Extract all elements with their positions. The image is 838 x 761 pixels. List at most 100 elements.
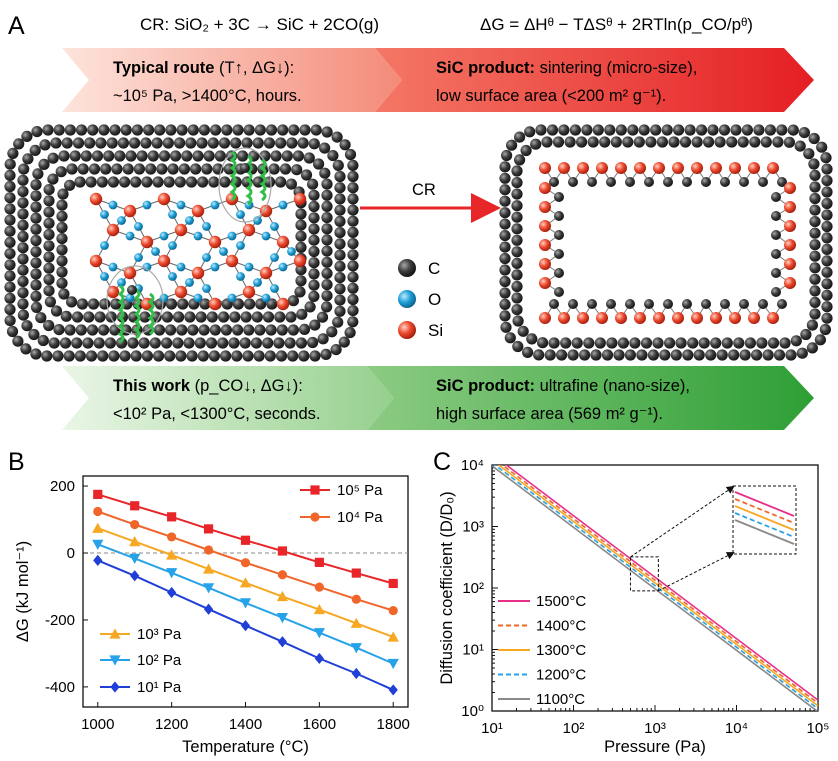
carbon-atom — [809, 169, 821, 181]
carbon-atom — [554, 249, 564, 259]
carbon-atom — [98, 124, 110, 136]
carbon-atom — [84, 137, 96, 149]
y-axis-label: Diffusion coefficient (D/D₀) — [438, 491, 456, 684]
carbon-atom — [174, 137, 186, 149]
carbon-atom — [13, 138, 25, 150]
carbon-atom — [771, 249, 781, 259]
data-point — [277, 636, 288, 648]
carbon-atom — [175, 350, 187, 362]
carbon-atom — [30, 290, 42, 302]
carbon-atom — [183, 337, 195, 349]
oxygen-atom — [108, 200, 118, 210]
carbon-atom — [76, 298, 88, 310]
carbon-atom — [30, 179, 42, 191]
carbon-atom — [587, 177, 597, 187]
carbon-atom — [237, 150, 249, 162]
carbon-atom — [74, 350, 86, 362]
data-point — [388, 578, 398, 589]
carbon-atom — [230, 137, 242, 149]
carbon-atom — [650, 124, 662, 136]
silicon-atom — [784, 182, 796, 194]
carbon-atom — [149, 337, 161, 349]
carbon-atom — [821, 289, 833, 301]
silicon-atom — [615, 162, 627, 174]
carbon-atom — [806, 342, 819, 354]
carbon-atom — [304, 301, 316, 313]
carbon-atom — [321, 256, 333, 268]
carbon-atom — [303, 152, 315, 164]
carbon-atom — [599, 136, 611, 148]
carbon-atom — [252, 137, 264, 149]
oxygen-atom — [270, 222, 279, 231]
y-tick-label: 10⁴ — [461, 457, 484, 474]
carbon-atom — [164, 350, 176, 362]
legend-label: 1400°C — [536, 618, 586, 635]
carbon-atom — [203, 150, 215, 162]
carbon-atom — [733, 337, 745, 349]
carbon-atom — [663, 299, 673, 309]
carbon-atom — [253, 350, 265, 362]
oxygen-atom — [202, 222, 211, 231]
carbon-atom — [821, 312, 833, 324]
carbon-atom — [28, 328, 40, 341]
oxygen-atom — [210, 262, 220, 272]
carbon-atom — [511, 280, 523, 293]
data-point — [203, 603, 214, 615]
silicon-atom — [539, 182, 551, 194]
carbon-atom — [228, 337, 240, 349]
carbon-atom — [122, 163, 134, 175]
carbon-atom — [615, 124, 627, 136]
carbon-atom — [87, 124, 99, 136]
carbon-atom — [143, 124, 155, 136]
carbon-atom — [670, 349, 682, 361]
carbon-atom — [520, 144, 532, 157]
oxygen-atom — [134, 253, 143, 262]
carbon-atom — [308, 279, 320, 291]
carbon-atom — [821, 209, 833, 221]
silicon-atom — [293, 254, 307, 268]
carbon-atom — [232, 324, 244, 336]
carbon-atom — [55, 166, 67, 178]
sic-structure — [499, 124, 833, 361]
carbon-atom — [771, 268, 781, 278]
carbon-atom — [499, 252, 511, 265]
legend-marker — [109, 655, 121, 666]
carbon-atom — [334, 170, 346, 183]
carbon-atom — [37, 334, 49, 347]
data-point — [276, 613, 289, 624]
carbon-atom — [739, 349, 751, 361]
oxygen-atom — [236, 210, 245, 219]
silicon-atom — [174, 223, 188, 237]
carbon-atom — [773, 349, 786, 361]
carbon-atom — [663, 177, 673, 187]
carbon-atom — [622, 136, 634, 148]
data-point — [203, 524, 214, 534]
carbon-atom — [30, 234, 42, 247]
carbon-atom — [130, 350, 142, 362]
oxygen-atom — [227, 293, 237, 303]
oxygen-atom — [151, 247, 160, 256]
carbon-atom — [760, 136, 772, 148]
x-tick-label: 10⁴ — [725, 720, 748, 737]
carbon-atom — [809, 216, 821, 228]
carbon-atom — [30, 246, 42, 258]
silicon-atom — [123, 266, 137, 280]
carbon-atom — [295, 275, 307, 287]
carbon-atom — [30, 201, 42, 213]
data-point — [239, 598, 252, 609]
oxygen-atom — [100, 241, 109, 250]
carbon-atom — [504, 332, 516, 344]
data-point — [314, 582, 324, 592]
carbon-atom — [116, 337, 128, 349]
carbon-atom — [120, 124, 132, 136]
carbon-atom — [568, 177, 578, 187]
carbon-atom — [739, 177, 749, 187]
carbon-atom — [53, 124, 65, 136]
carbon-atom — [606, 177, 616, 187]
oxygen-atom — [108, 262, 118, 272]
oxygen-atom — [202, 253, 211, 262]
carbon-atom — [6, 325, 19, 338]
silicon-atom — [276, 297, 290, 311]
carbon-atom — [287, 324, 299, 336]
